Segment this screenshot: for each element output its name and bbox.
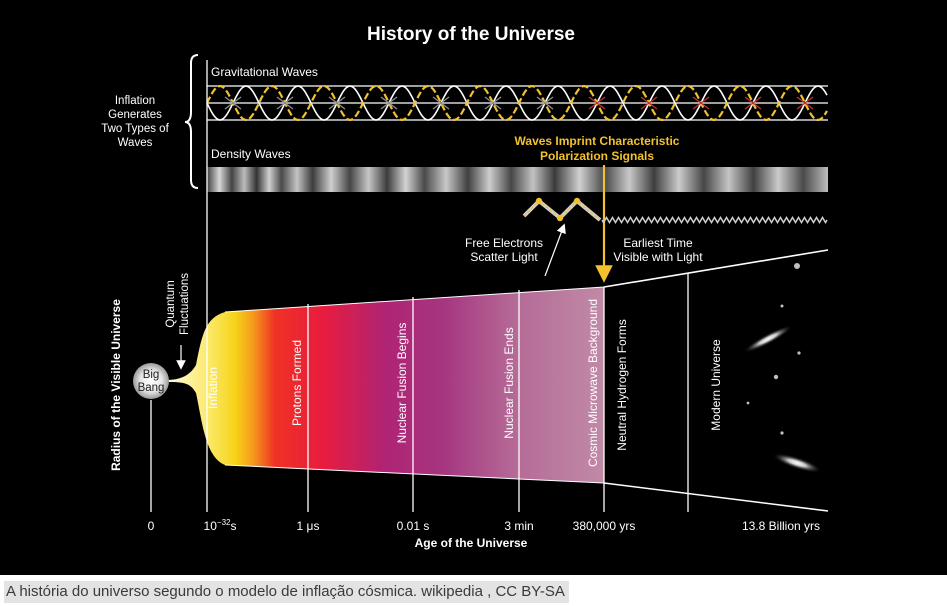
era-dividers — [150, 60, 689, 512]
density-waves-band — [207, 167, 828, 192]
gravitational-waves — [206, 85, 828, 121]
era-label-protons: Protons Formed — [290, 340, 304, 426]
electron-dot — [556, 214, 564, 222]
image-caption: A história do universo segundo o modelo … — [4, 581, 569, 603]
era-label-neutral-hydrogen: Neutral Hydrogen Forms — [615, 319, 629, 450]
era-label-modern: Modern Universe — [709, 339, 723, 431]
electron-dot — [573, 197, 581, 205]
tick-label-3min: 3 min — [504, 519, 533, 533]
tick-label-0: 0 — [148, 519, 155, 533]
free-electrons-line-1: Free Electrons — [465, 236, 543, 250]
tick-label-001s: 0.01 s — [397, 519, 430, 533]
tick-label-1us: 1 μs — [297, 519, 320, 533]
universe-cone — [165, 249, 829, 512]
grav-waves-label: Gravitational Waves — [211, 65, 318, 79]
tick-label-13-8-billion: 13.8 Billion yrs — [742, 519, 820, 533]
polarization-label-line-2: Polarization Signals — [540, 149, 654, 163]
diagram-canvas: History of the Universe Inflation Genera… — [101, 24, 829, 550]
scatter-zigzag — [522, 197, 828, 224]
inflation-label-line-3: Two Types of — [101, 123, 169, 135]
tick-label-380000yrs: 380,000 yrs — [573, 519, 636, 533]
era-label-cmb: Cosmic Microwave Background — [586, 299, 600, 467]
x-axis-label: Age of the Universe — [415, 536, 528, 550]
inflation-label-line-2: Generates — [108, 109, 162, 121]
big-bang-circle — [133, 363, 169, 399]
quantum-label-line-1: Quantum — [165, 280, 177, 327]
era-label-fusion-ends: Nuclear Fusion Ends — [502, 327, 516, 438]
density-waves-label: Density Waves — [211, 147, 291, 161]
universe-history-figure: History of the Universe Inflation Genera… — [0, 0, 947, 575]
diagram-title: History of the Universe — [367, 24, 575, 45]
era-label-inflation: Inflation — [206, 367, 220, 409]
y-axis-label: Radius of the Visible Universe — [109, 299, 123, 471]
polarization-label-line-1: Waves Imprint Characteristic — [515, 134, 680, 148]
electron-dot — [535, 197, 543, 205]
inflation-waves-label: Inflation Generates Two Types of Waves — [101, 95, 169, 149]
tick-label-inflation: 10−32s — [204, 518, 237, 533]
inflation-label-line-1: Inflation — [115, 95, 155, 107]
quantum-label-line-2: Fluctuations — [179, 273, 191, 335]
era-label-fusion-begins: Nuclear Fusion Begins — [395, 323, 409, 444]
scatter-arrow — [544, 223, 566, 277]
earliest-time-line-2: Visible with Light — [613, 250, 703, 264]
earliest-time-line-1: Earliest Time — [623, 236, 693, 250]
big-bang-line-1: Big — [143, 369, 160, 381]
free-electrons-line-2: Scatter Light — [470, 250, 538, 264]
inflation-label-line-4: Waves — [118, 137, 153, 149]
left-brace — [184, 54, 199, 189]
big-bang-line-2: Bang — [138, 382, 165, 394]
galaxies — [743, 263, 822, 473]
